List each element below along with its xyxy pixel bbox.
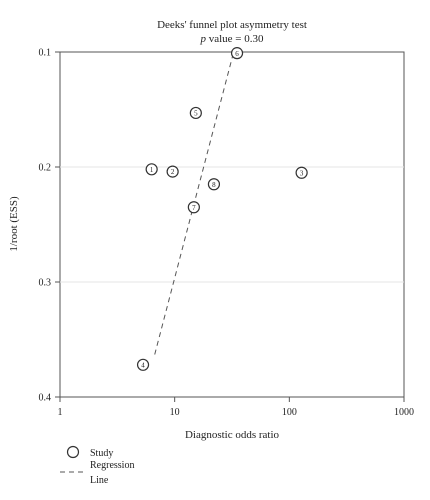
grid-lines: [60, 166, 404, 283]
x-axis-label: Diagnostic odds ratio: [185, 429, 280, 441]
study-point-label: 5: [194, 110, 198, 118]
study-point-label: 4: [141, 361, 145, 369]
study-point: [166, 165, 179, 178]
study-point: [189, 106, 202, 120]
y-axis-label: 1/root (ESS): [8, 196, 20, 252]
study-points: 1 2 3 4 5 6 7 8: [136, 47, 308, 371]
study-point-label: 1: [150, 166, 154, 174]
x-tick-label: 1000: [394, 407, 414, 418]
legend-regression-label: Regression Line: [90, 460, 134, 486]
p-value: value = 0.30: [206, 33, 264, 45]
study-point-label: 6: [235, 50, 239, 58]
axis-ticks: 0.1 0.2 0.3 0.4 1 10 100 1000: [39, 48, 415, 419]
study-point-label: 3: [300, 169, 304, 177]
y-tick-label: 0.3: [39, 278, 52, 289]
legend-study-label: Study: [90, 448, 113, 459]
legend-regression-label-line2: Line: [90, 475, 109, 486]
study-point: [136, 358, 150, 371]
study-point: [230, 47, 244, 60]
y-tick-label: 0.2: [39, 163, 52, 174]
legend: Study Regression Line: [60, 445, 134, 486]
x-tick-label: 10: [170, 407, 180, 418]
plot-area: [59, 51, 405, 398]
p-symbol: p: [199, 33, 206, 45]
chart-subtitle: p value = 0.30: [199, 33, 264, 45]
study-point-label: 7: [192, 204, 196, 212]
legend-study-symbol: [66, 445, 80, 459]
study-point: [207, 178, 221, 191]
x-tick-label: 100: [282, 407, 297, 418]
study-point: [187, 201, 200, 214]
study-point: [295, 166, 308, 179]
study-point: [145, 163, 158, 176]
study-point-label: 8: [212, 181, 216, 189]
x-tick-label: 1: [58, 407, 63, 418]
study-point-label: 2: [171, 168, 175, 176]
y-tick-label: 0.1: [39, 48, 52, 59]
chart-title: Deeks' funnel plot asymmetry test: [157, 19, 307, 31]
legend-regression-label-line1: Regression: [90, 460, 134, 471]
y-tick-label: 0.4: [39, 393, 52, 404]
